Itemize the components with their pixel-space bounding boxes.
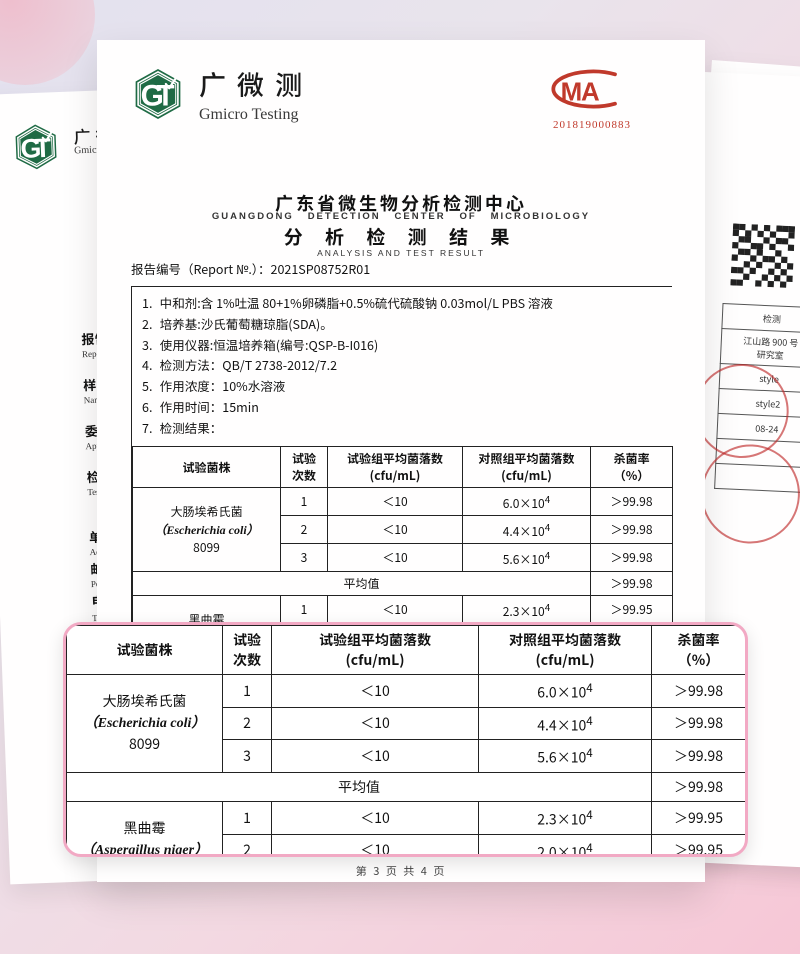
- svg-text:MA: MA: [561, 78, 600, 106]
